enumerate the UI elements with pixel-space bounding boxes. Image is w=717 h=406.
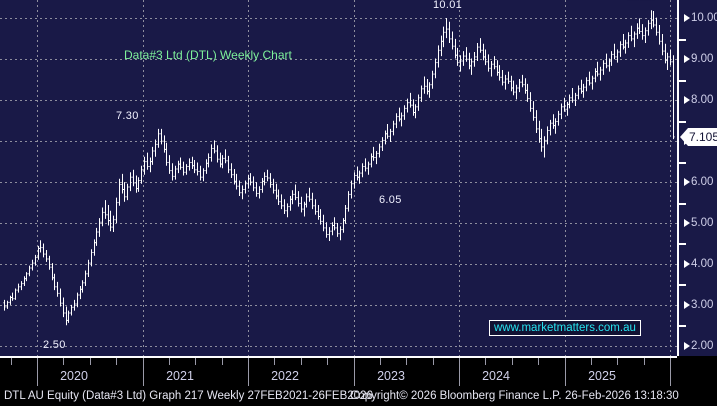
price-axis-tick-arrow [684, 219, 690, 227]
date-axis-year-tick [670, 358, 671, 386]
date-axis-minor-tick [327, 358, 328, 365]
watermark-marketmatters: www.marketmatters.com.au [489, 320, 641, 336]
gridline-horizontal [0, 223, 677, 224]
price-axis-tick-arrow [684, 96, 690, 105]
gridline-vertical [670, 0, 671, 356]
price-axis-minor-tick [679, 284, 686, 286]
axis-corner-filler [677, 356, 717, 388]
gridline-vertical [459, 0, 460, 356]
date-axis-year-tick [354, 358, 355, 386]
date-axis-year-tick [37, 358, 38, 386]
date-axis-minor-tick [406, 358, 407, 365]
gridline-horizontal [0, 59, 677, 60]
price-axis-label: 3.00 [691, 298, 714, 311]
status-timestamp: 26-Feb-2026 13:18:30 [565, 390, 679, 402]
ohlc-bars-container [3, 10, 675, 326]
date-axis-minor-tick [274, 358, 275, 365]
price-axis-minor-tick [679, 243, 686, 245]
price-annotation-10-01: 10.01 [433, 0, 463, 11]
date-axis-label: 2024 [482, 369, 510, 383]
price-axis[interactable]: 2.00 3.00 4.00 5.00 6.00 8.00 9.00 10.00 7.105 [677, 0, 717, 356]
last-price-badge: 7.105 [680, 128, 717, 146]
date-axis-minor-tick [538, 358, 539, 365]
date-axis-minor-tick [63, 358, 64, 365]
date-axis-year-tick [143, 358, 144, 386]
gridline-horizontal [0, 264, 677, 265]
price-axis-minor-tick [679, 121, 686, 123]
date-axis-year-tick [565, 358, 566, 386]
gridline-horizontal [0, 100, 677, 101]
price-axis-minor-tick [679, 39, 686, 41]
date-axis-minor-tick [380, 358, 381, 365]
date-axis-minor-tick [644, 358, 645, 365]
price-axis-tick-arrow [684, 178, 690, 187]
date-axis-year-tick [248, 358, 249, 386]
status-copyright: Copyright© 2026 Bloomberg Finance L.P. [350, 390, 562, 402]
date-axis-minor-tick [169, 358, 170, 365]
date-axis-year-tick [459, 358, 460, 386]
price-axis-label: 9.00 [691, 53, 714, 66]
date-axis-minor-tick [222, 358, 223, 365]
status-security-description: DTL AU Equity (Data#3 Ltd) Graph 217 Wee… [4, 390, 373, 402]
date-axis-label: 2023 [377, 369, 405, 383]
date-axis-label: 2022 [271, 369, 299, 383]
price-annotation-7-30: 7.30 [116, 110, 139, 122]
gridline-vertical [143, 0, 144, 356]
date-axis-minor-tick [591, 358, 592, 365]
date-axis-minor-tick [485, 358, 486, 365]
date-axis-label: 2020 [60, 369, 88, 383]
gridline-vertical [37, 0, 38, 356]
price-axis-minor-tick [679, 203, 686, 205]
price-annotation-2-50: 2.50 [43, 339, 66, 351]
price-axis-label: 2.00 [691, 339, 714, 352]
date-axis-minor-tick [11, 358, 12, 365]
gridline-horizontal [0, 305, 677, 306]
price-axis-minor-tick [679, 80, 686, 82]
price-axis-tick-arrow [684, 300, 690, 309]
gridline-horizontal [0, 346, 677, 347]
price-axis-tick-arrow [684, 259, 690, 268]
chart-gridlines [0, 0, 677, 356]
price-axis-minor-tick [679, 325, 686, 327]
price-chart-plot-area[interactable]: Data#3 Ltd (DTL) Weekly Chart 2.50 7.30 6.… [0, 0, 677, 356]
date-axis-minor-tick [512, 358, 513, 365]
date-axis-minor-tick [90, 358, 91, 365]
gridline-vertical [565, 0, 566, 356]
price-annotation-10-20: 10.20 [627, 0, 656, 3]
price-axis-tick-arrow [684, 14, 690, 23]
status-bar: DTL AU Equity (Data#3 Ltd) Graph 217 Wee… [0, 390, 717, 406]
date-axis-minor-tick [433, 358, 434, 365]
gridline-horizontal [0, 182, 677, 183]
date-axis-minor-tick [617, 358, 618, 365]
date-axis[interactable]: 2020202120222023202420252026 [0, 356, 717, 388]
price-axis-label: 8.00 [691, 94, 714, 107]
price-axis-tick-arrow [684, 341, 690, 350]
price-axis-label: 4.00 [691, 257, 714, 270]
price-axis-tick-arrow [684, 55, 690, 64]
date-axis-label: 2025 [588, 369, 616, 383]
gridline-horizontal [0, 18, 677, 19]
price-axis-label: 6.00 [691, 176, 714, 189]
price-annotation-6-05: 6.05 [379, 194, 402, 206]
chart-title: Data#3 Ltd (DTL) Weekly Chart [124, 48, 292, 62]
price-axis-label: 10.00 [691, 12, 717, 25]
price-axis-label: 5.00 [691, 217, 714, 229]
price-axis-minor-tick [679, 162, 686, 164]
date-axis-minor-tick [116, 358, 117, 365]
date-axis-minor-tick [301, 358, 302, 365]
gridline-horizontal [0, 141, 677, 142]
date-axis-minor-tick [195, 358, 196, 365]
date-axis-label: 2021 [166, 369, 194, 383]
